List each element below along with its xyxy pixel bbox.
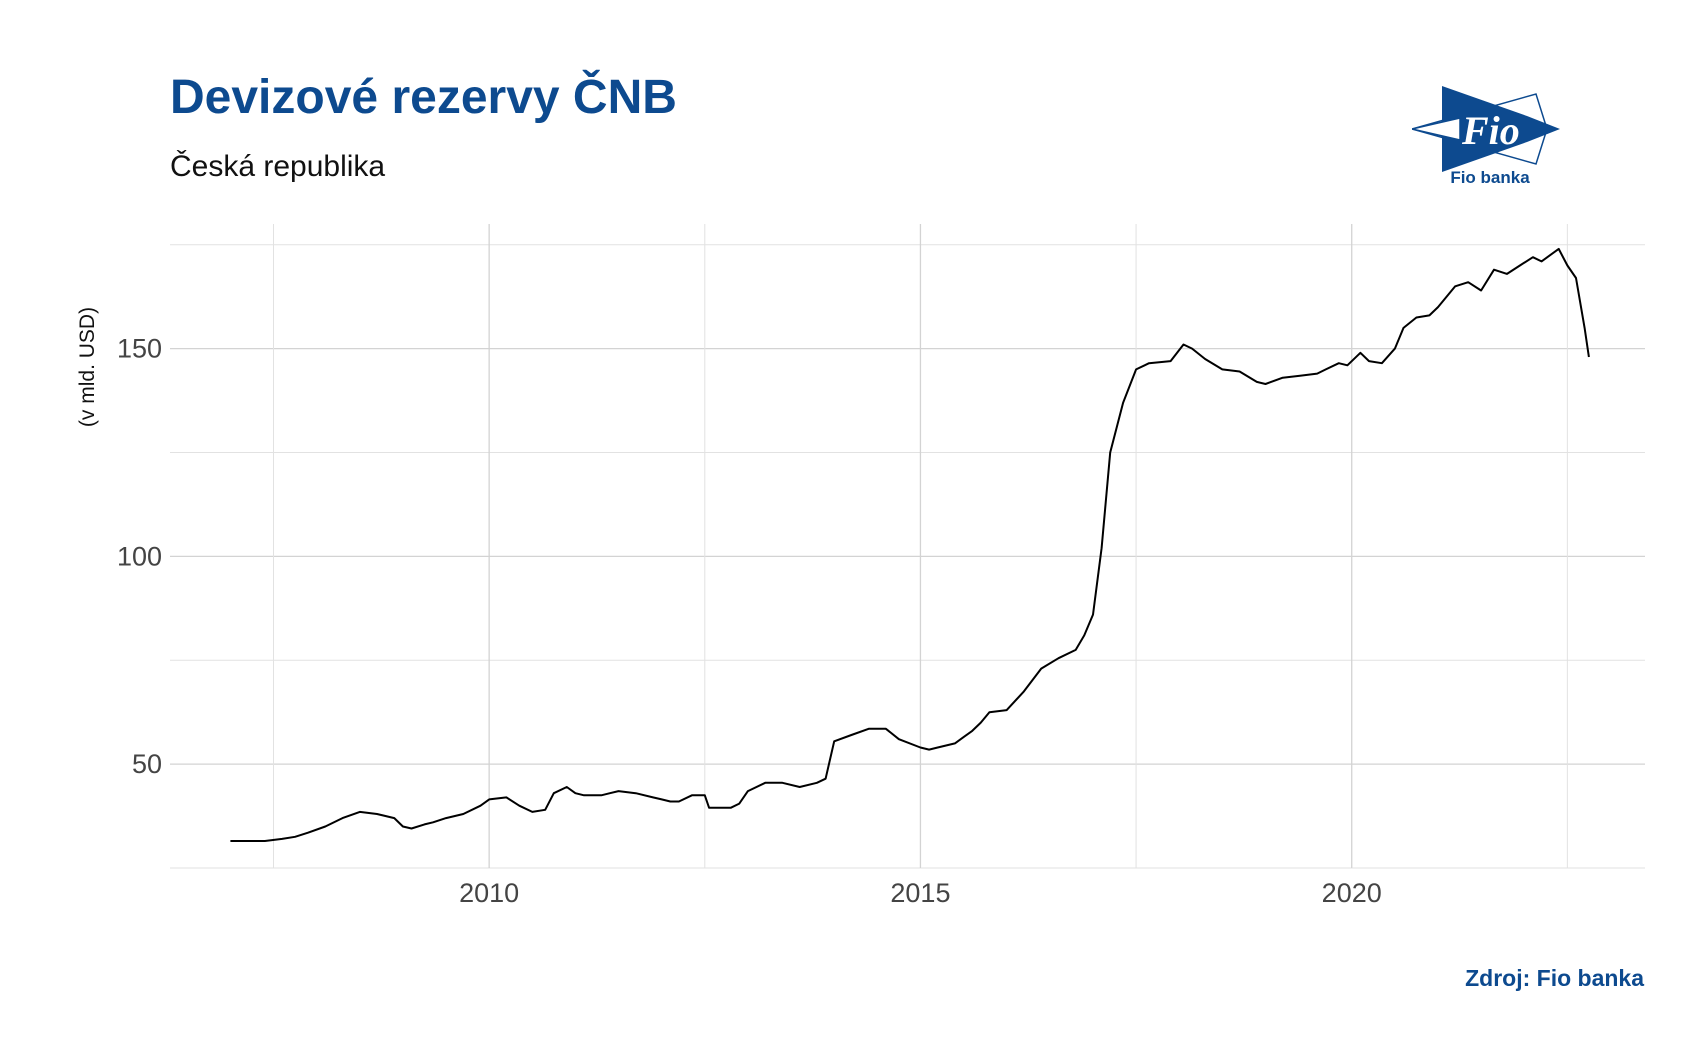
logo-mark: Fio	[1461, 108, 1520, 153]
logo-name: Fio banka	[1450, 168, 1530, 187]
fio-banka-logo-icon: Fio	[1412, 86, 1560, 172]
y-tick-label: 150	[117, 334, 162, 364]
page-subtitle: Česká republika	[170, 150, 386, 183]
page-title: Devizové rezervy ČNB	[170, 71, 677, 124]
x-tick-label: 2010	[459, 878, 519, 908]
y-tick-label: 50	[132, 749, 162, 779]
chart-series	[230, 247, 1590, 842]
chart-tick-labels: 50 100 150 2010 2015 2020	[117, 334, 1382, 908]
series-line-0	[230, 247, 1590, 842]
x-tick-label: 2015	[890, 878, 950, 908]
x-tick-label: 2020	[1322, 878, 1382, 908]
chart-grid	[170, 224, 1645, 869]
source-note: Zdroj: Fio banka	[1465, 965, 1644, 991]
y-tick-label: 100	[117, 541, 162, 571]
